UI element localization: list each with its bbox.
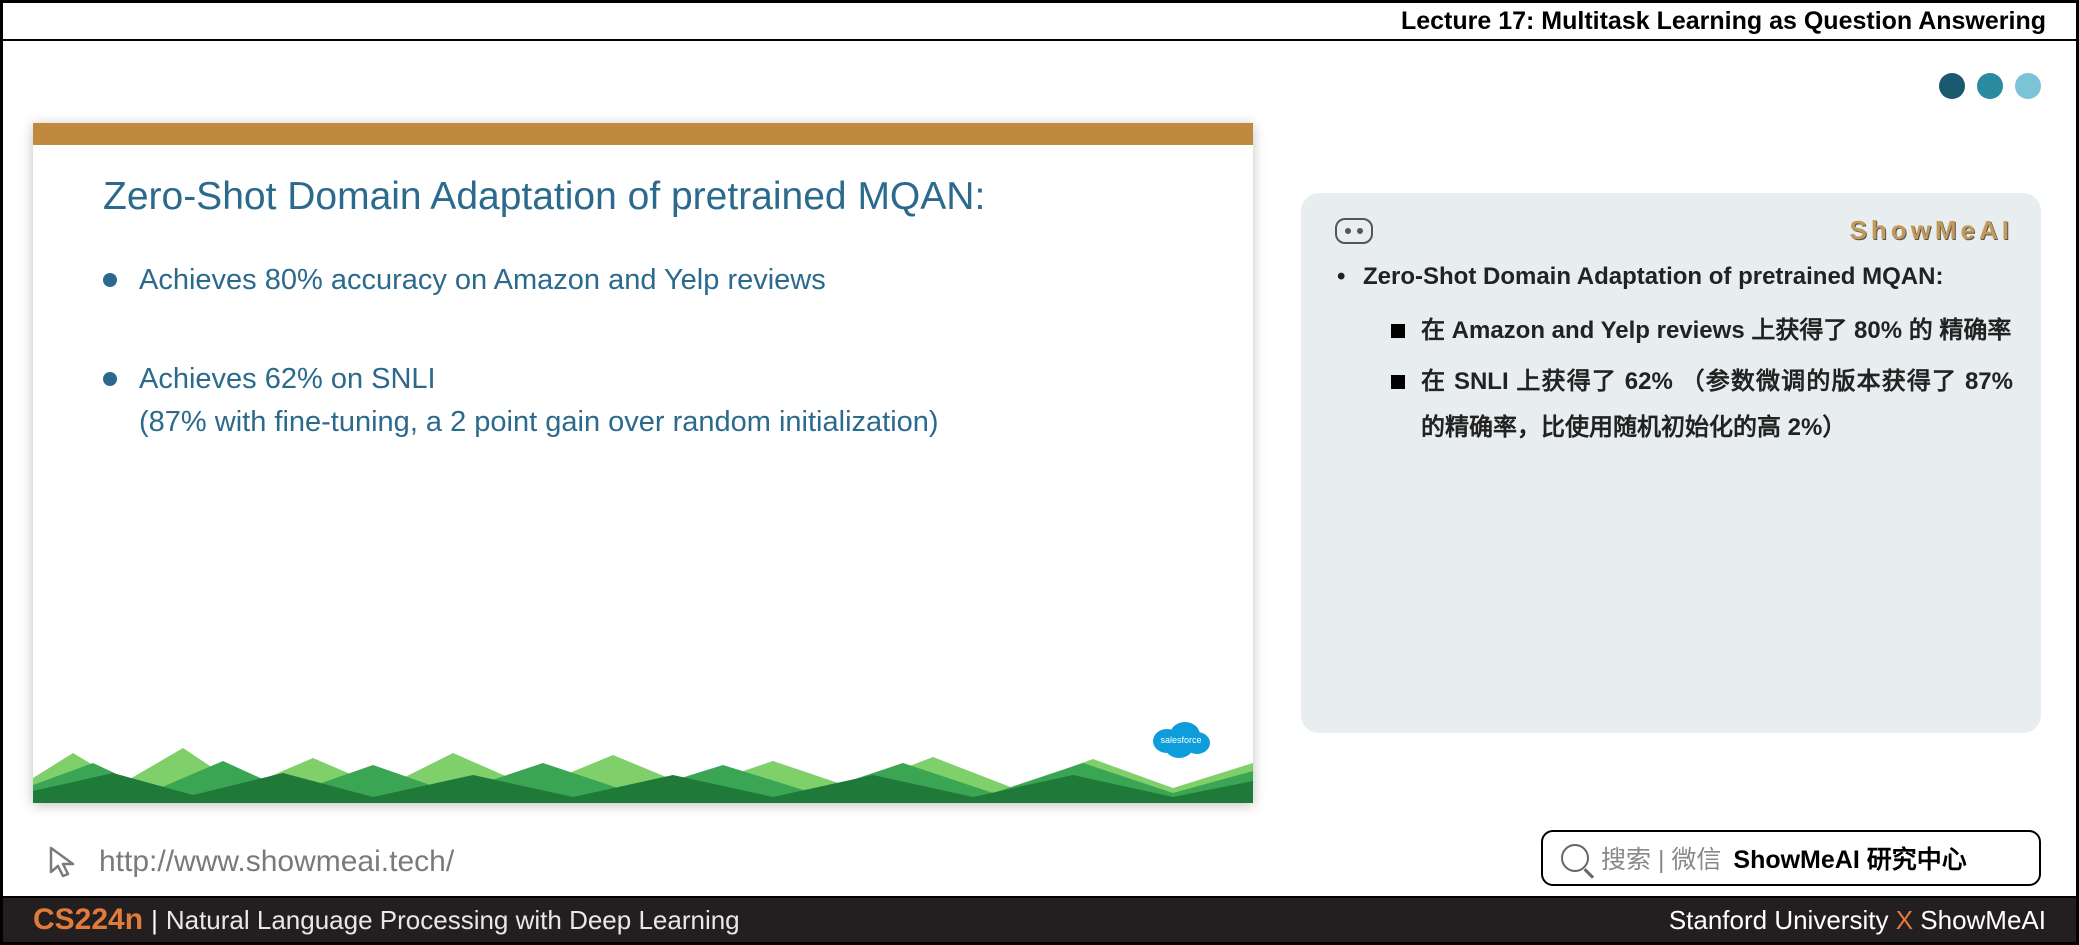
lecture-title: Lecture 17: Multitask Learning as Questi… xyxy=(1401,7,2046,35)
search-hint: 搜索 | 微信 xyxy=(1601,840,1721,876)
notes-sub-1: 在 Amazon and Yelp reviews 上获得了 80% 的 精确率 xyxy=(1387,308,2013,354)
notes-main-text: Zero-Shot Domain Adaptation of pretraine… xyxy=(1363,263,1943,290)
notes-main-bullet: Zero-Shot Domain Adaptation of pretraine… xyxy=(1335,254,2013,450)
decor-dots xyxy=(1939,73,2041,99)
cursor-icon xyxy=(43,842,83,882)
showmeai-logo: ShowMeAI xyxy=(1850,215,2013,246)
dot-1 xyxy=(1939,73,1965,99)
notes-list: Zero-Shot Domain Adaptation of pretraine… xyxy=(1335,254,2013,450)
footer-uni: Stanford University xyxy=(1669,905,1889,935)
notes-sub-2: 在 SNLI 上获得了 62% （参数微调的版本获得了 87% 的精确率，比使用… xyxy=(1387,359,2013,450)
salesforce-logo: salesforce xyxy=(1151,717,1211,759)
dot-3 xyxy=(2015,73,2041,99)
search-term: ShowMeAI 研究中心 xyxy=(1733,840,1966,876)
notes-header: ShowMeAI xyxy=(1335,215,2013,246)
footer-subtitle: Natural Language Processing with Deep Le… xyxy=(166,905,740,936)
salesforce-text: salesforce xyxy=(1160,735,1201,745)
slide-bullets: Achieves 80% accuracy on Amazon and Yelp… xyxy=(103,259,1193,445)
slide-content: Zero-Shot Domain Adaptation of pretraine… xyxy=(33,145,1253,445)
search-icon xyxy=(1561,844,1589,872)
url-row: http://www.showmeai.tech/ xyxy=(43,842,454,882)
slide-bullet-2: Achieves 62% on SNLI (87% with fine-tuni… xyxy=(103,358,1193,445)
slide-mountains xyxy=(33,733,1253,803)
slide-panel: Zero-Shot Domain Adaptation of pretraine… xyxy=(33,123,1253,803)
footer-bar: CS224n | Natural Language Processing wit… xyxy=(3,896,2076,942)
search-box[interactable]: 搜索 | 微信 ShowMeAI 研究中心 xyxy=(1541,830,2041,886)
dot-2 xyxy=(1977,73,2003,99)
slide-title: Zero-Shot Domain Adaptation of pretraine… xyxy=(103,175,1193,219)
footer-x: X xyxy=(1888,905,1920,935)
footer-pipe: | xyxy=(151,905,158,936)
footer-right: Stanford University X ShowMeAI xyxy=(1669,905,2046,936)
notes-sublist: 在 Amazon and Yelp reviews 上获得了 80% 的 精确率… xyxy=(1363,308,2013,451)
slide-bullet-1: Achieves 80% accuracy on Amazon and Yelp… xyxy=(103,259,1193,303)
url-text[interactable]: http://www.showmeai.tech/ xyxy=(99,845,454,879)
slide-top-bar xyxy=(33,123,1253,145)
footer-brand: ShowMeAI xyxy=(1920,905,2046,935)
notes-panel: ShowMeAI Zero-Shot Domain Adaptation of … xyxy=(1301,193,2041,733)
footer-left: CS224n | Natural Language Processing wit… xyxy=(33,903,740,937)
lecture-header: Lecture 17: Multitask Learning as Questi… xyxy=(3,3,2076,41)
robot-icon xyxy=(1335,218,1373,244)
footer-course: CS224n xyxy=(33,903,143,937)
